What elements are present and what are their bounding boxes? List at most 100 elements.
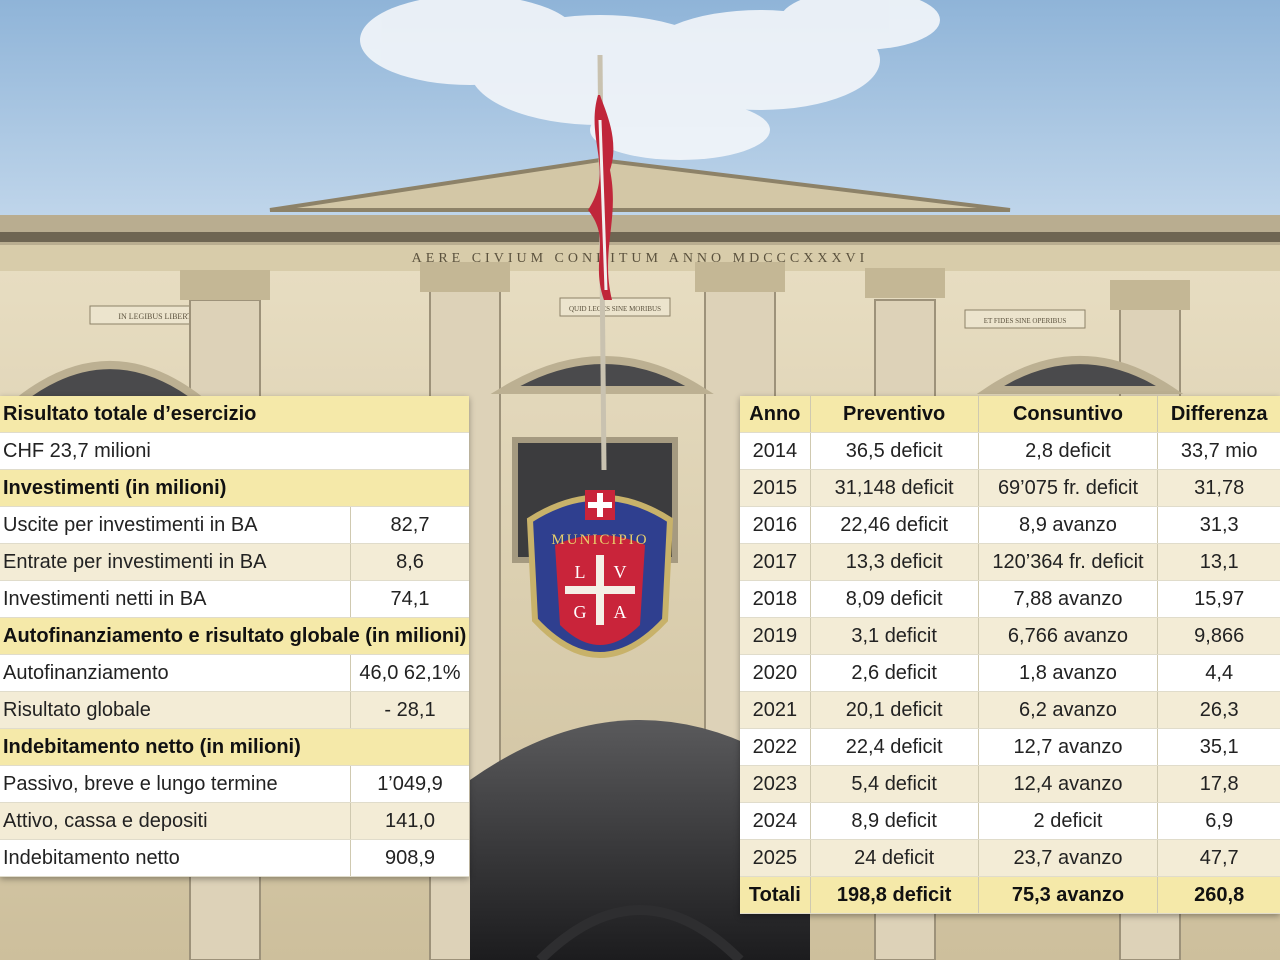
crest-letter-g: G: [574, 602, 587, 622]
row-label: Indebitamento netto: [0, 839, 351, 877]
totals-preventivo: 198,8 deficit: [809, 876, 979, 914]
cell-preventivo: 2,6 deficit: [809, 654, 979, 692]
cell-differenza: 6,9: [1157, 802, 1280, 840]
pediment: [269, 157, 1011, 212]
financial-summary-table: Risultato totale d’esercizio CHF 23,7 mil…: [0, 396, 469, 877]
cell-anno: 2019: [740, 617, 811, 655]
cell-differenza: 17,8: [1157, 765, 1280, 803]
capitals: [180, 262, 1190, 310]
totals-label: Totali: [740, 876, 811, 914]
budget-history-table: Anno Preventivo Consuntivo Differenza 20…: [740, 396, 1280, 914]
cell-consuntivo: 7,88 avanzo: [977, 580, 1158, 618]
cell-preventivo: 13,3 deficit: [809, 543, 979, 581]
cell-differenza: 9,866: [1157, 617, 1280, 655]
row-label: CHF 23,7 milioni: [0, 432, 469, 470]
row-label: Entrate per investimenti in BA: [0, 543, 351, 581]
cell-differenza: 33,7 mio: [1157, 432, 1280, 470]
row-value: 8,6: [350, 543, 469, 581]
table-row: Indebitamento netto 908,9: [0, 839, 469, 877]
table-row: Investimenti netti in BA 74,1: [0, 580, 469, 618]
crest-word: MUNICIPIO: [551, 532, 648, 548]
section-header: Autofinanziamento e risultato globale (i…: [0, 617, 469, 655]
cell-preventivo: 24 deficit: [809, 839, 979, 877]
cell-consuntivo: 12,4 avanzo: [977, 765, 1158, 803]
flag-stripe: [598, 119, 608, 291]
section-header: Risultato totale d’esercizio: [0, 396, 469, 433]
cell-differenza: 4,4: [1157, 654, 1280, 692]
row-label: Passivo, breve e lungo termine: [0, 765, 351, 803]
row-label: Autofinanziamento: [0, 654, 351, 692]
plaque-left: IN LEGIBUS LIBERTAS: [118, 312, 201, 321]
plaque-right-frame: [964, 309, 1086, 329]
row-value: 1’049,9: [350, 765, 469, 803]
cell-differenza: 47,7: [1157, 839, 1280, 877]
cell-consuntivo: 23,7 avanzo: [977, 839, 1158, 877]
cell-consuntivo: 2 deficit: [977, 802, 1158, 840]
cell-anno: 2017: [740, 543, 811, 581]
section-header-row: Autofinanziamento e risultato globale (i…: [0, 617, 469, 655]
section-header-row: Indebitamento netto (in milioni): [0, 728, 469, 766]
plaque-right: ET FIDES SINE OPERIBUS: [984, 317, 1067, 325]
cornice-dark: [0, 232, 1280, 242]
table-row: Passivo, breve e lungo termine 1’049,9: [0, 765, 469, 803]
section-header-row: Investimenti (in milioni): [0, 469, 469, 507]
cell-preventivo: 31,148 deficit: [809, 469, 979, 507]
table-row: 2020 2,6 deficit 1,8 avanzo 4,4: [740, 654, 1280, 692]
plaque-center-frame: [559, 297, 671, 317]
crest-letter-v: V: [614, 562, 627, 582]
main-arch: [470, 720, 810, 960]
row-value: 82,7: [350, 506, 469, 544]
cell-differenza: 31,3: [1157, 506, 1280, 544]
cell-consuntivo: 6,766 avanzo: [977, 617, 1158, 655]
table-row: 2023 5,4 deficit 12,4 avanzo 17,8: [740, 765, 1280, 803]
row-value: - 28,1: [350, 691, 469, 729]
table-row: 2025 24 deficit 23,7 avanzo 47,7: [740, 839, 1280, 877]
table-row: 2024 8,9 deficit 2 deficit 6,9: [740, 802, 1280, 840]
cell-anno: 2025: [740, 839, 811, 877]
table-header-row: Anno Preventivo Consuntivo Differenza: [740, 396, 1280, 433]
cell-anno: 2024: [740, 802, 811, 840]
section-header: Investimenti (in milioni): [0, 469, 469, 507]
cell-preventivo: 8,09 deficit: [809, 580, 979, 618]
totals-row: Totali 198,8 deficit 75,3 avanzo 260,8: [740, 876, 1280, 914]
cell-consuntivo: 69’075 fr. deficit: [977, 469, 1158, 507]
row-label: Attivo, cassa e depositi: [0, 802, 351, 840]
table-row: 2016 22,46 deficit 8,9 avanzo 31,3: [740, 506, 1280, 544]
cell-preventivo: 22,4 deficit: [809, 728, 979, 766]
cell-preventivo: 5,4 deficit: [809, 765, 979, 803]
cell-anno: 2023: [740, 765, 811, 803]
row-value: 74,1: [350, 580, 469, 618]
cell-anno: 2014: [740, 432, 811, 470]
cell-anno: 2021: [740, 691, 811, 729]
crest-letter-l: L: [575, 562, 586, 582]
cell-differenza: 13,1: [1157, 543, 1280, 581]
table-row: Entrate per investimenti in BA 8,6: [0, 543, 469, 581]
table-row: 2019 3,1 deficit 6,766 avanzo 9,866: [740, 617, 1280, 655]
cell-consuntivo: 6,2 avanzo: [977, 691, 1158, 729]
row-label: Uscite per investimenti in BA: [0, 506, 351, 544]
totals-consuntivo: 75,3 avanzo: [977, 876, 1158, 914]
cell-consuntivo: 2,8 deficit: [977, 432, 1158, 470]
cell-preventivo: 36,5 deficit: [809, 432, 979, 470]
table-row: Risultato globale - 28,1: [0, 691, 469, 729]
cell-preventivo: 8,9 deficit: [809, 802, 979, 840]
table-row: Uscite per investimenti in BA 82,7: [0, 506, 469, 544]
cell-anno: 2022: [740, 728, 811, 766]
clouds: [360, 0, 940, 160]
cell-anno: 2015: [740, 469, 811, 507]
cell-differenza: 15,97: [1157, 580, 1280, 618]
column-header-differenza: Differenza: [1157, 396, 1280, 433]
row-value: 46,0 62,1%: [350, 654, 469, 692]
frieze: [0, 245, 1280, 271]
totals-differenza: 260,8: [1157, 876, 1280, 914]
table-row: 2014 36,5 deficit 2,8 deficit 33,7 mio: [740, 432, 1280, 470]
cell-preventivo: 3,1 deficit: [809, 617, 979, 655]
crest-letter-a: A: [614, 602, 627, 622]
table-row: CHF 23,7 milioni: [0, 432, 469, 470]
cell-differenza: 35,1: [1157, 728, 1280, 766]
cell-consuntivo: 8,9 avanzo: [977, 506, 1158, 544]
table-row: 2021 20,1 deficit 6,2 avanzo 26,3: [740, 691, 1280, 729]
table-row: Attivo, cassa e depositi 141,0: [0, 802, 469, 840]
table-row: 2022 22,4 deficit 12,7 avanzo 35,1: [740, 728, 1280, 766]
column-header-anno: Anno: [740, 396, 811, 433]
